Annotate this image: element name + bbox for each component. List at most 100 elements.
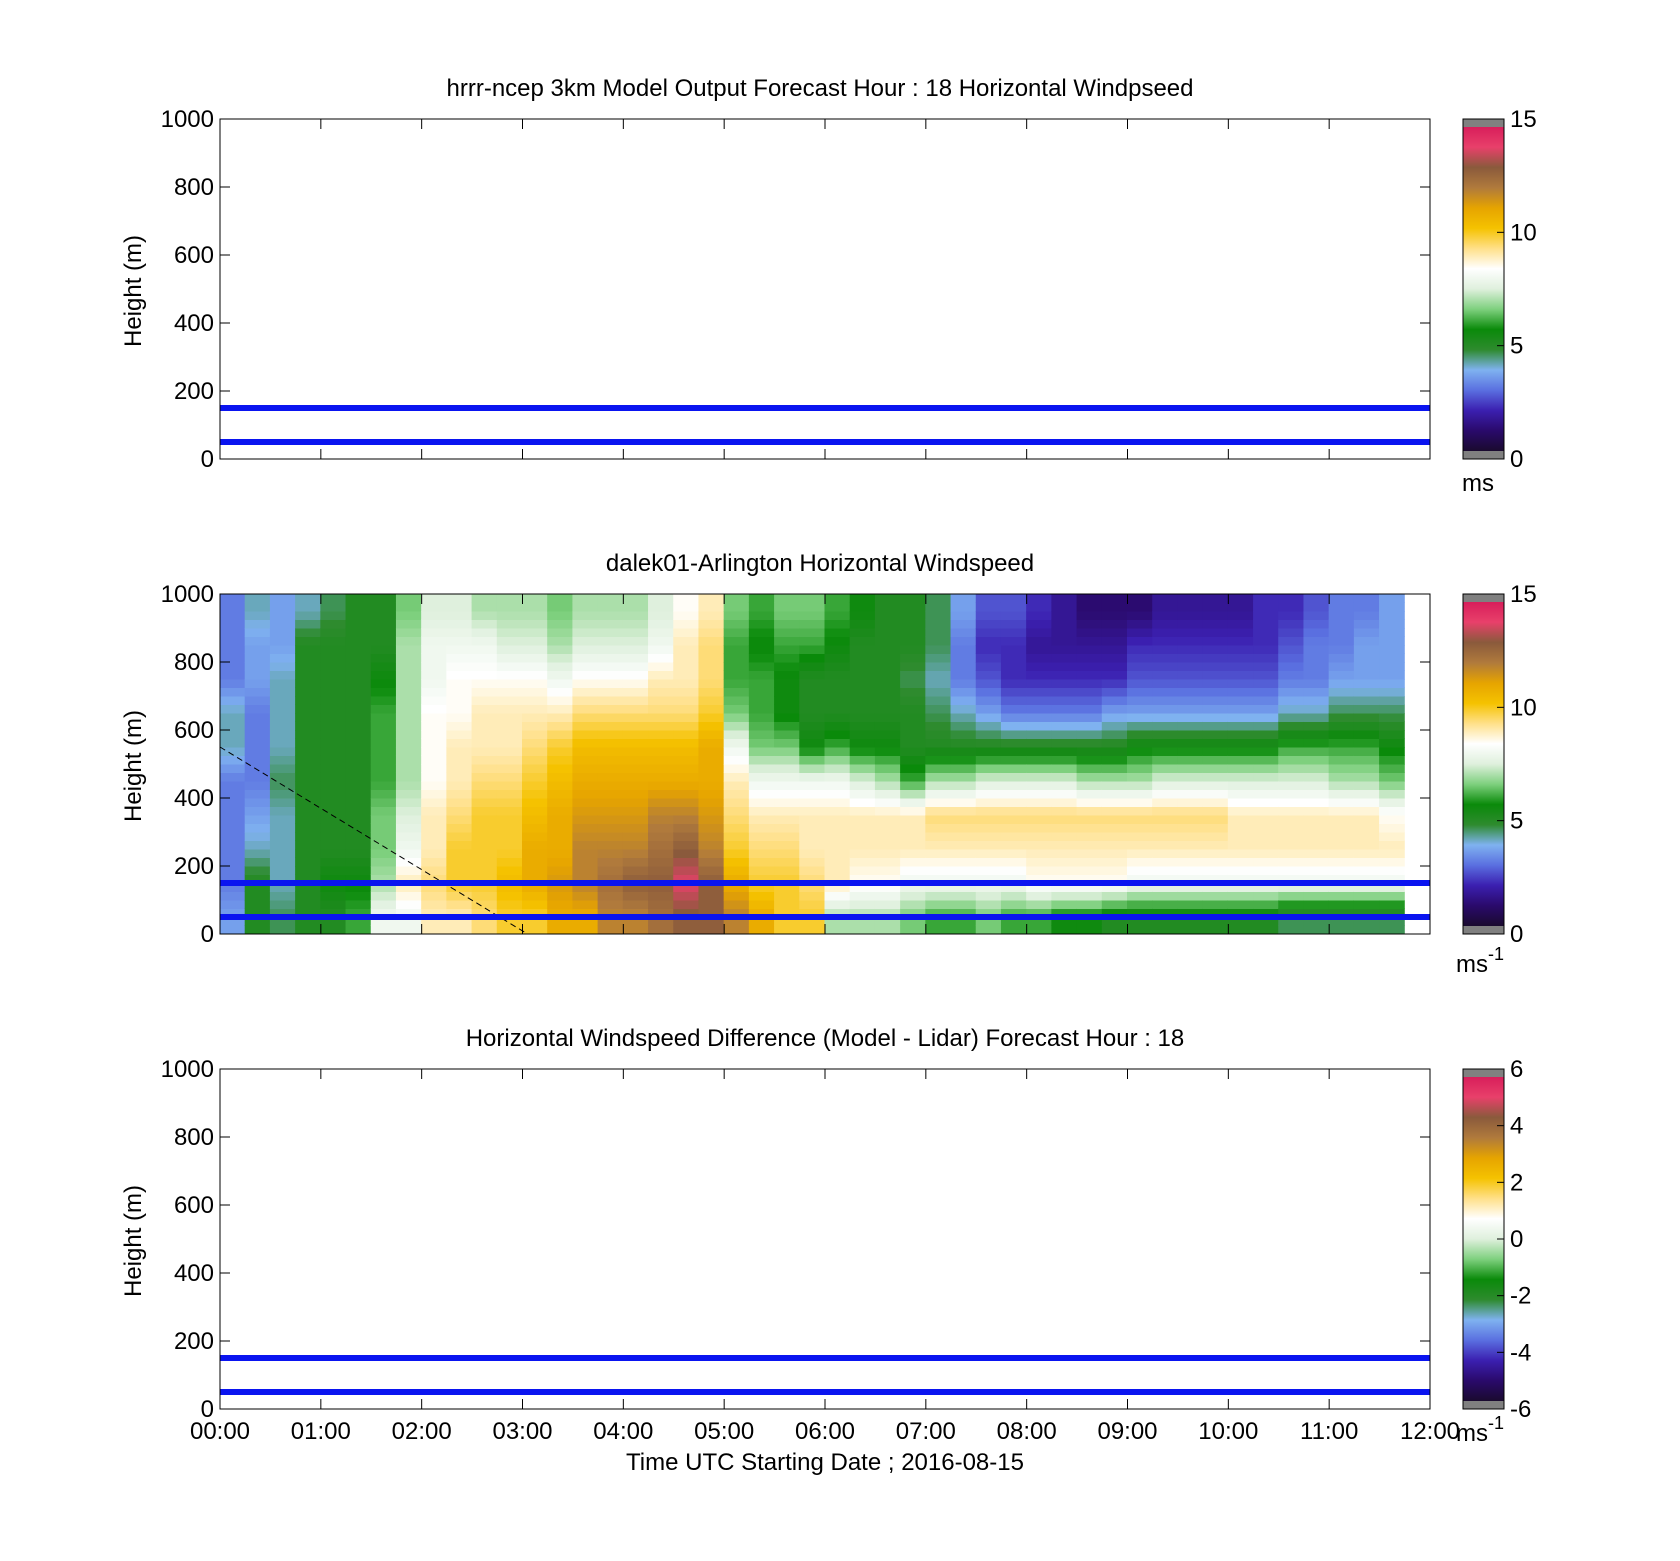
heatmap-cell [824,849,851,858]
heatmap-cell [1076,823,1103,833]
heatmap-cell [597,840,624,850]
heatmap-cell [824,900,851,909]
heatmap-cell [849,713,876,722]
heatmap-cell [975,866,1002,875]
heatmap-cell [1051,857,1078,867]
heatmap-cell [1328,925,1355,935]
heatmap-cell [748,628,775,637]
heatmap-cell [1177,602,1204,612]
heatmap-cell [622,594,649,603]
heatmap-cell [774,755,800,765]
heatmap-cell [1353,755,1380,765]
heatmap-cell [395,747,422,756]
heatmap-cell [269,798,296,807]
heatmap-cell [874,908,901,918]
heatmap-cell [1026,764,1052,773]
heatmap-cell [547,917,573,926]
heatmap-cell [295,832,321,841]
heatmap-cell [547,781,573,790]
heatmap-cell [395,849,422,858]
heatmap-cell [244,653,271,663]
y-axis-label: Height (m) [120,710,147,822]
heatmap-cell [975,670,1002,680]
heatmap-cell [1000,849,1027,858]
heatmap-cell [421,849,447,858]
heatmap-cell [1278,806,1304,816]
heatmap-cell [975,849,1002,858]
heatmap-cell [1202,662,1229,671]
heatmap-cell [1000,721,1027,731]
heatmap-cell [900,789,926,799]
heatmap-cell [648,917,674,926]
heatmap-cell [975,730,1002,739]
heatmap-cell [774,696,800,705]
heatmap-cell [421,798,447,807]
y-axis-label: Height (m) [120,235,147,347]
colorbar-units: ms [1462,470,1494,497]
heatmap-cell [925,636,952,646]
heatmap-cell [370,900,397,909]
heatmap-cell [446,891,473,901]
heatmap-cell [748,662,775,671]
heatmap-cell [1278,721,1304,731]
heatmap-cell [345,713,372,722]
heatmap-cell [1379,602,1405,612]
heatmap-cell [320,925,347,935]
heatmap-cell [1278,798,1304,807]
heatmap-cell [1202,925,1229,935]
heatmap-cell [1202,594,1229,603]
heatmap-cell [799,662,825,671]
heatmap-cell [1278,594,1304,603]
heatmap-cell [1152,713,1178,722]
heatmap-cell [295,866,321,875]
heatmap-cell [1303,611,1330,620]
heatmap-cell [597,781,624,790]
heatmap-cell [1379,713,1405,722]
heatmap-cell [622,917,649,926]
heatmap-cell [774,874,800,884]
heatmap-cell [219,645,246,654]
heatmap-cell [1379,704,1405,714]
heatmap-cell [698,611,725,620]
heatmap-cell [219,866,246,875]
heatmap-cell [849,925,876,935]
heatmap-cell [320,721,347,731]
heatmap-cell [1101,738,1128,748]
heatmap-cell [925,687,952,697]
heatmap-cell [1152,747,1178,756]
heatmap-cell [1227,611,1254,620]
heatmap-cell [950,687,977,697]
heatmap-cell [1026,721,1052,731]
heatmap-cell [900,696,926,705]
heatmap-cell [320,849,347,858]
heatmap-cell [673,849,699,858]
heatmap-cell [900,764,926,773]
heatmap-cell [648,611,674,620]
heatmap-cell [723,789,750,799]
heatmap-cell [1026,789,1052,799]
heatmap-cell [219,696,246,705]
y-axis-label: Height (m) [120,1185,147,1297]
heatmap-cell [975,840,1002,850]
heatmap-cell [1278,611,1304,620]
heatmap-cell [1000,772,1027,782]
heatmap-cell [597,849,624,858]
heatmap-cell [799,645,825,654]
heatmap-cell [496,832,523,841]
heatmap-cell [547,747,573,756]
heatmap-cell [421,662,447,671]
heatmap-cell [1253,687,1279,697]
heatmap-cell [925,908,952,918]
heatmap-cell [950,594,977,603]
heatmap-cell [1101,687,1128,697]
heatmap-cell [1101,662,1128,671]
heatmap-cell [269,687,296,697]
heatmap-cell [395,653,422,663]
heatmap-cell [1253,806,1279,816]
heatmap-cell [925,823,952,833]
heatmap-cell [1177,670,1204,680]
heatmap-cell [572,594,599,603]
heatmap-cell [925,670,952,680]
colorbar-units: ms-1 [1456,944,1504,978]
heatmap-cell [950,849,977,858]
